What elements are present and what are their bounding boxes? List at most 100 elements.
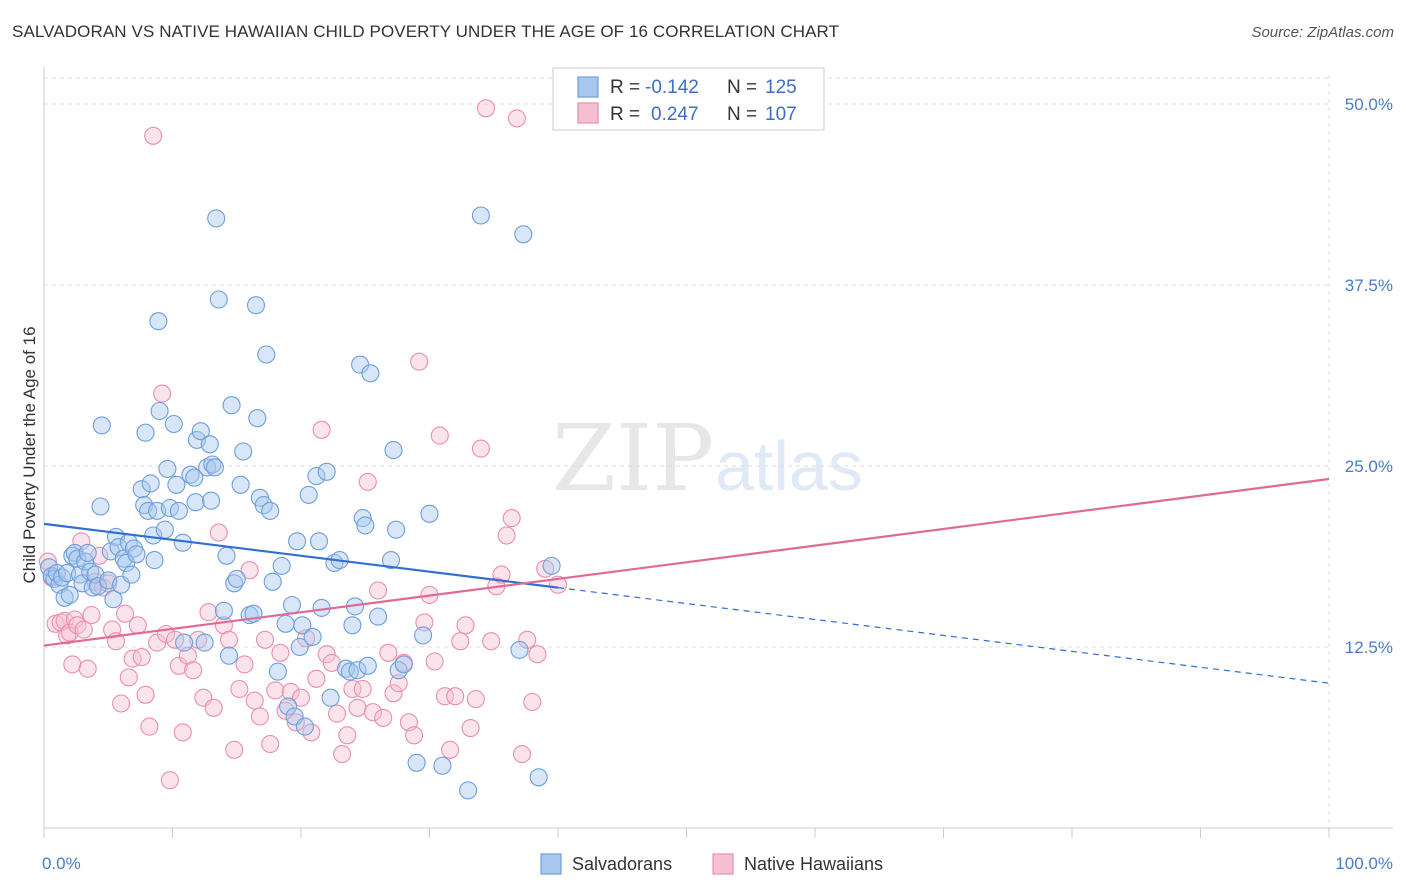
- salvadorans-point-8: [60, 585, 79, 604]
- native-hawaiians-point-48: [240, 561, 259, 580]
- native-hawaiians-point-67: [338, 726, 357, 745]
- salvadorans-trendline: [43, 522, 559, 589]
- salvadorans-point-108: [356, 516, 375, 535]
- bottom-legend-swatch-native-hawaiians: [712, 853, 734, 875]
- native-hawaiians-point-76: [384, 684, 403, 703]
- watermark: ZIP atlas: [552, 405, 863, 512]
- legend-n-value-salvadorans: 125: [765, 77, 797, 98]
- salvadorans-point-115: [389, 661, 408, 680]
- salvadorans-point-88: [288, 532, 307, 551]
- native-hawaiians-point-34: [169, 656, 188, 675]
- native-hawaiians-point-92: [466, 690, 485, 709]
- series-legend: Salvadorans Native Hawaiians: [540, 853, 883, 875]
- native-hawaiians-point-25: [132, 648, 151, 667]
- native-hawaiians-point-74: [374, 708, 393, 727]
- native-hawaiians-point-30: [153, 384, 172, 403]
- salvadorans-point-85: [279, 697, 298, 716]
- chart-source: Source: ZipAtlas.com: [1251, 24, 1394, 41]
- x-tick-label-1: 100.0%: [1335, 854, 1393, 873]
- salvadorans-point-20: [91, 497, 110, 516]
- salvadorans-point-120: [433, 756, 452, 775]
- native-hawaiians-point-13: [82, 606, 101, 625]
- native-hawaiians-point-26: [136, 685, 155, 704]
- native-hawaiians-point-28: [144, 126, 163, 145]
- native-hawaiians-point-80: [405, 726, 424, 745]
- salvadorans-point-65: [214, 601, 233, 620]
- native-hawaiians-point-20: [112, 694, 131, 713]
- salvadorans-point-48: [167, 475, 186, 494]
- native-hawaiians-point-24: [128, 616, 147, 635]
- salvadorans-point-24: [104, 590, 123, 609]
- native-hawaiians-point-89: [451, 632, 470, 651]
- salvadorans-point-119: [420, 504, 439, 523]
- legend-r-label-native-hawaiians: R =: [610, 104, 640, 125]
- native-hawaiians-point-97: [492, 565, 511, 584]
- native-hawaiians-point-37: [184, 661, 203, 680]
- salvadorans-point-93: [303, 627, 322, 646]
- salvadorans-point-109: [358, 656, 377, 675]
- native-hawaiians-point-44: [219, 630, 239, 649]
- native-hawaiians-point-62: [312, 420, 331, 439]
- legend-n-label-native-hawaiians: N =: [727, 104, 757, 125]
- native-hawaiians-point-66: [333, 745, 352, 764]
- native-hawaiians-point-54: [271, 643, 290, 662]
- native-hawaiians-point-65: [327, 704, 347, 723]
- native-hawaiians-point-68: [343, 679, 362, 699]
- native-hawaiians-point-27: [140, 717, 159, 736]
- x-tick-label-0: 0.0%: [42, 854, 81, 873]
- native-hawaiians-point-63: [317, 645, 336, 664]
- salvadorans-point-111: [369, 607, 388, 626]
- legend-swatch-native-hawaiians: [577, 102, 599, 124]
- salvadorans-trendline-extension: [557, 587, 1330, 684]
- salvadorans-point-47: [164, 414, 183, 434]
- native-hawaiians-point-95: [482, 632, 501, 651]
- native-hawaiians-point-32: [160, 771, 179, 790]
- salvadorans-point-42: [149, 312, 168, 331]
- native-hawaiians-point-40: [199, 603, 218, 622]
- salvadorans-point-40: [145, 551, 164, 570]
- salvadorans-point-64: [209, 290, 228, 309]
- y-tick-labels: 12.5% 25.0% 37.5% 50.0%: [1345, 95, 1393, 657]
- salvadorans-point-68: [222, 396, 241, 415]
- salvadorans-point-44: [155, 520, 174, 539]
- native-hawaiians-point-35: [173, 723, 192, 742]
- x-tick-labels: 0.0% 100.0%: [42, 854, 1393, 873]
- salvadorans-point-59: [200, 435, 219, 454]
- salvadorans-point-76: [248, 409, 267, 428]
- salvadorans-point-62: [205, 458, 224, 477]
- y-tick-label-1: 25.0%: [1345, 457, 1393, 476]
- salvadorans-point-33: [127, 545, 146, 564]
- legend-swatch-salvadorans: [577, 76, 599, 98]
- salvadorans-point-70: [227, 569, 246, 588]
- salvadorans-point-66: [217, 546, 236, 565]
- trendlines: [43, 477, 1330, 684]
- salvadorans-point-72: [234, 442, 253, 461]
- salvadorans-point-75: [246, 296, 266, 315]
- y-tick-label-0: 12.5%: [1345, 638, 1393, 657]
- native-hawaiians-point-99: [502, 509, 521, 528]
- native-hawaiians-point-52: [261, 734, 280, 754]
- salvadorans-point-95: [309, 532, 329, 551]
- native-hawaiians-point-61: [307, 669, 326, 688]
- native-hawaiians-point-51: [255, 630, 275, 649]
- native-hawaiians-point-100: [507, 109, 526, 128]
- native-hawaiians-point-71: [358, 472, 377, 491]
- native-hawaiians-point-70: [353, 679, 372, 699]
- salvadorans-point-121: [459, 781, 478, 800]
- native-hawaiians-point-23: [123, 649, 142, 668]
- native-hawaiians-point-21: [115, 604, 135, 623]
- chart-title: SALVADORAN VS NATIVE HAWAIIAN CHILD POVE…: [12, 22, 840, 41]
- y-axis-label: Child Poverty Under the Age of 16: [20, 326, 39, 583]
- salvadorans-point-124: [514, 225, 533, 244]
- salvadorans-point-58: [198, 458, 217, 477]
- salvadorans-point-117: [407, 753, 426, 772]
- salvadorans-point-7: [58, 564, 77, 583]
- native-hawaiians-point-53: [266, 681, 285, 700]
- native-hawaiians-point-102: [518, 630, 537, 649]
- salvadorans-point-110: [361, 364, 380, 383]
- native-hawaiians-point-72: [363, 703, 383, 722]
- salvadorans-point-81: [263, 572, 282, 591]
- salvadorans-point-56: [191, 422, 210, 441]
- native-hawaiians-point-42: [209, 523, 228, 542]
- salvadorans-point-113: [384, 441, 403, 460]
